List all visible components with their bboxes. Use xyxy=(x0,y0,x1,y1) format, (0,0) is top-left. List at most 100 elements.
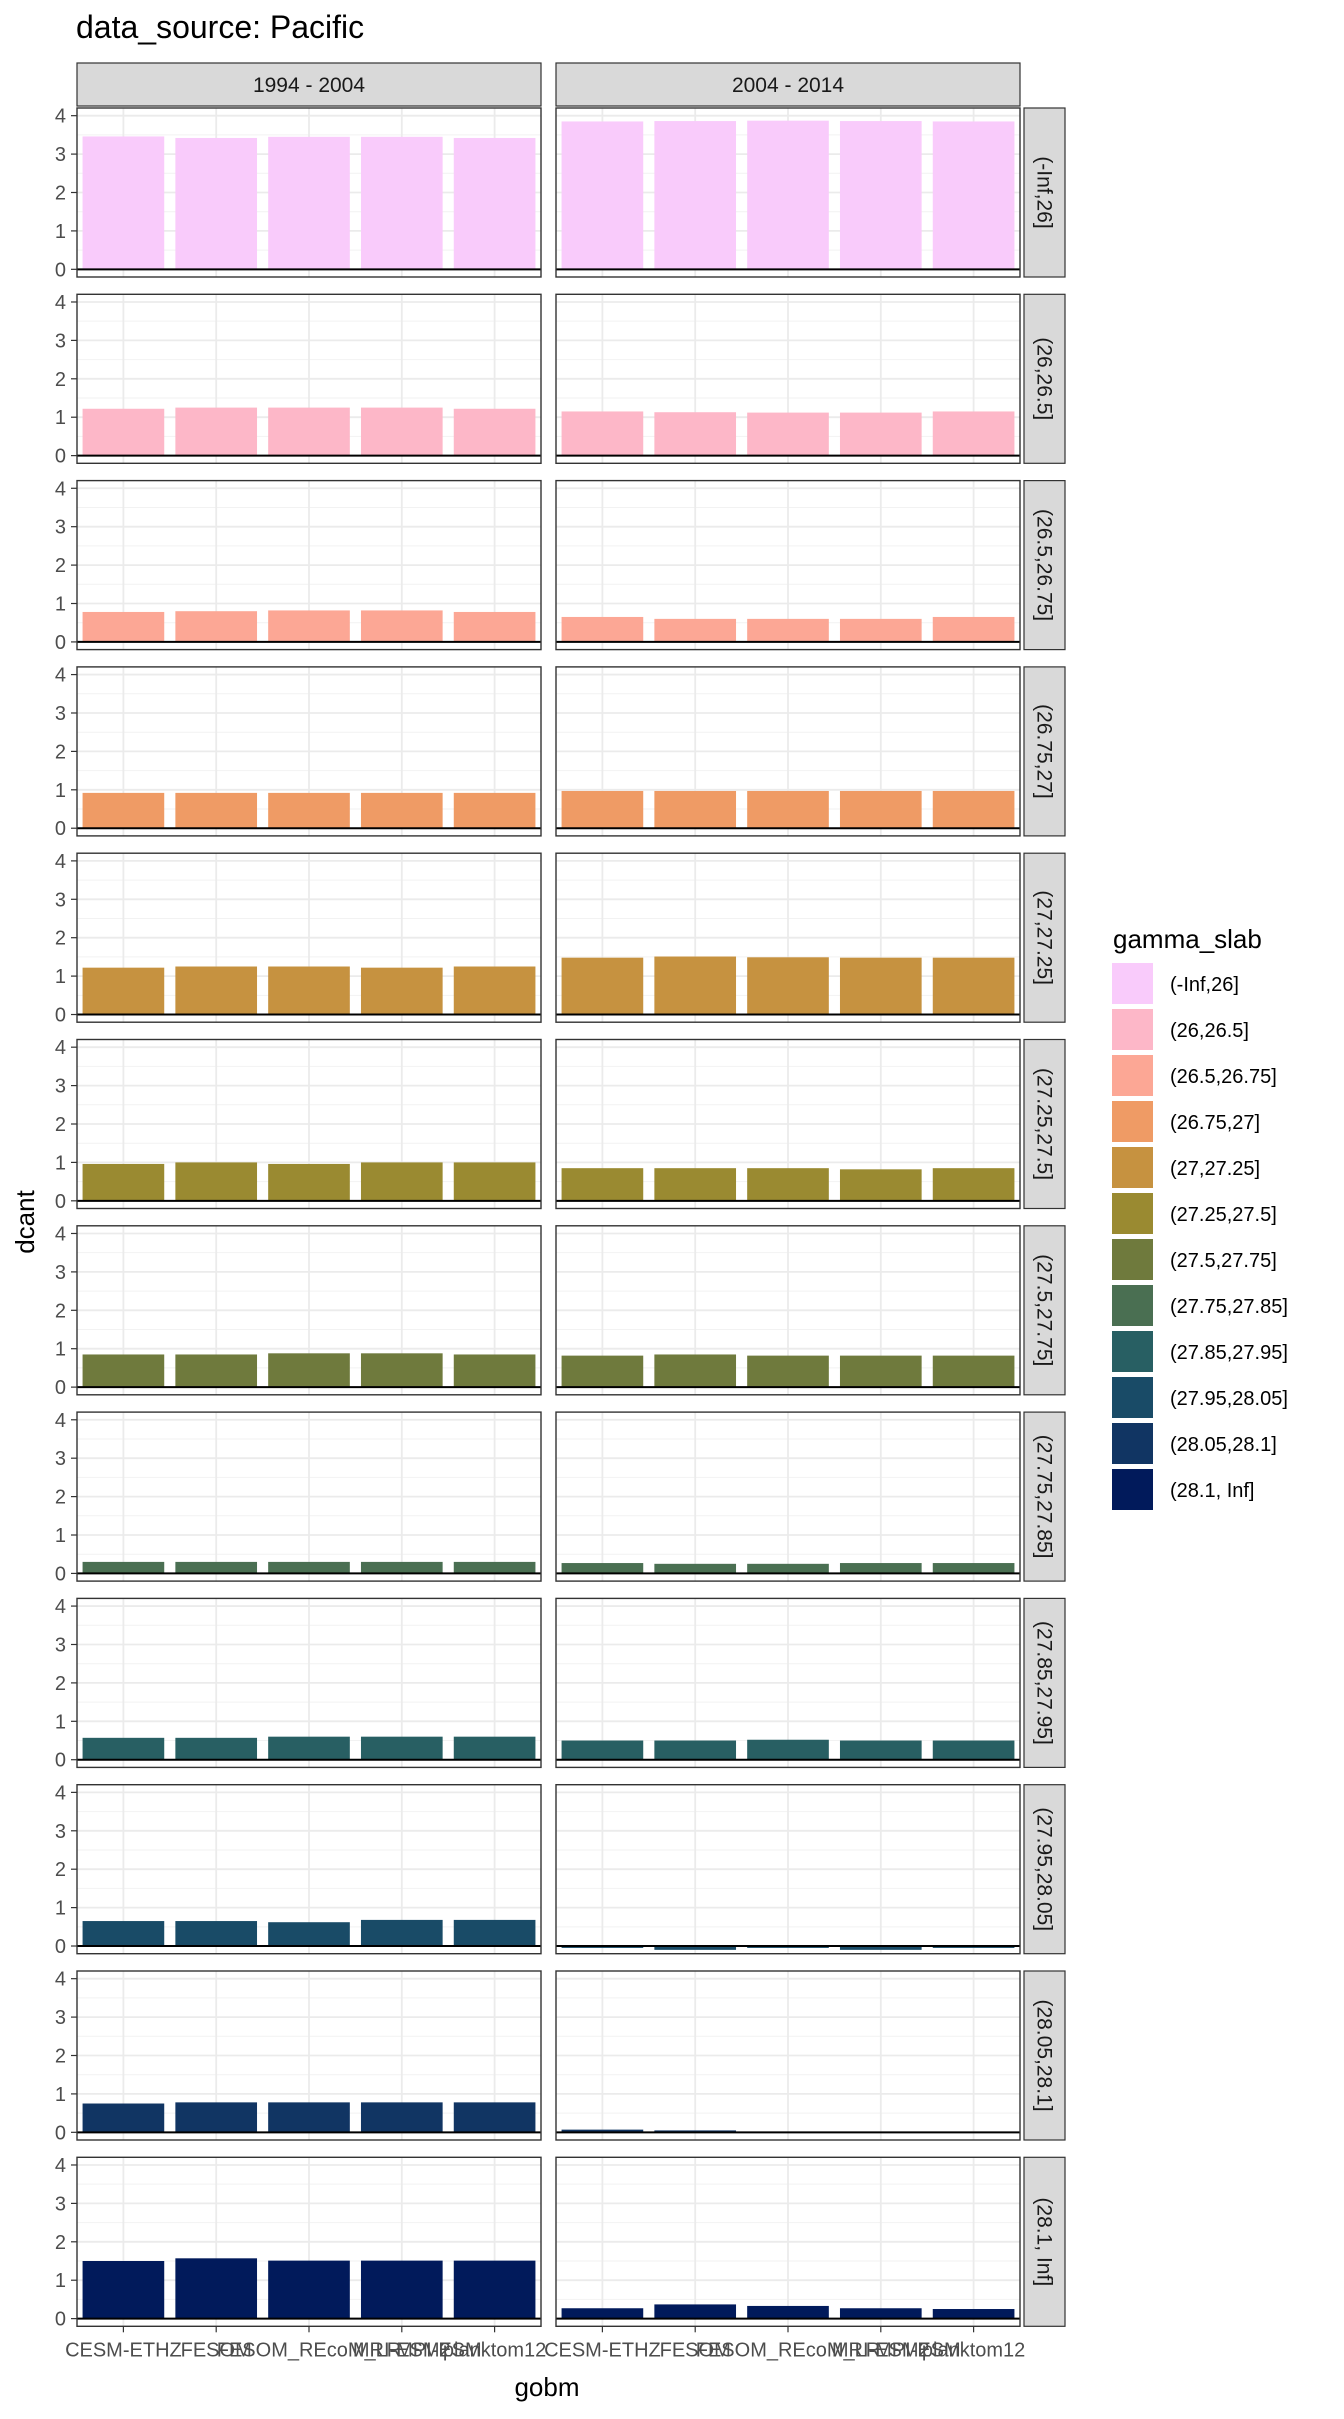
y-tick-label: 1 xyxy=(55,594,66,616)
bar xyxy=(453,1162,536,1201)
bar xyxy=(839,1355,922,1388)
panel-border xyxy=(76,1411,542,1582)
bar xyxy=(360,610,443,642)
bar xyxy=(268,1353,350,1388)
bar xyxy=(82,136,165,270)
y-tick-label: 1 xyxy=(55,221,66,243)
panel-border xyxy=(555,1038,1021,1210)
legend-swatch xyxy=(1112,1377,1153,1418)
bar xyxy=(175,137,258,270)
bar xyxy=(175,2258,258,2319)
panel-border xyxy=(555,1225,1021,1396)
panel-border xyxy=(76,1783,542,1955)
y-tick-label: 3 xyxy=(55,1448,66,1470)
legend-label: (26.75,27] xyxy=(1170,1112,1260,1134)
legend-label: (28.05,28.1] xyxy=(1170,1434,1277,1456)
y-tick-label: 1 xyxy=(55,1152,66,1174)
bar xyxy=(175,2102,258,2133)
bar xyxy=(453,2260,536,2319)
y-tick-label: 0 xyxy=(55,1191,66,1213)
row-strip xyxy=(1023,852,1066,1023)
legend-label: (27.85,27.95] xyxy=(1170,1342,1288,1364)
column-strip xyxy=(76,62,542,107)
y-tick-label: 0 xyxy=(55,2122,66,2144)
legend-swatch xyxy=(1112,1469,1153,1510)
y-axis-title: dcant xyxy=(10,1189,40,1253)
y-tick-label: 4 xyxy=(55,1969,66,1991)
row-strip-label: (-Inf,26] xyxy=(1033,156,1056,228)
bar xyxy=(932,1740,1015,1760)
y-tick-label: 2 xyxy=(55,2046,66,2068)
bar xyxy=(747,618,829,642)
panel-border xyxy=(555,1783,1021,1955)
y-tick-label: 2 xyxy=(55,1114,66,1136)
bar xyxy=(839,1740,922,1760)
bar xyxy=(360,136,443,270)
bar xyxy=(360,1561,443,1574)
bar xyxy=(268,792,350,829)
panel-border xyxy=(555,1411,1021,1582)
legend-swatch xyxy=(1112,1009,1153,1050)
bar xyxy=(82,408,165,456)
bar xyxy=(747,1739,829,1760)
row-strip-label: (28.1, Inf] xyxy=(1033,2197,1056,2286)
y-tick-label: 3 xyxy=(55,889,66,911)
bar xyxy=(453,1736,536,1760)
panel-border xyxy=(555,479,1021,651)
bar xyxy=(932,790,1015,829)
bar xyxy=(561,2129,644,2133)
bar xyxy=(82,2261,165,2319)
y-tick-label: 3 xyxy=(55,144,66,166)
row-strip-label: (27.5,27.75] xyxy=(1033,1254,1056,1366)
row-strip xyxy=(1023,666,1066,837)
bar xyxy=(175,407,258,456)
y-tick-label: 1 xyxy=(55,407,66,429)
bar xyxy=(175,1561,258,1574)
bar xyxy=(561,1740,644,1760)
bar xyxy=(654,1946,737,1950)
bar xyxy=(747,120,829,270)
y-tick-label: 1 xyxy=(55,780,66,802)
row-strip xyxy=(1023,1411,1066,1582)
y-tick-label: 4 xyxy=(55,1223,66,1245)
row-strip-label: (27.85,27.95] xyxy=(1033,1621,1056,1745)
panel-border xyxy=(555,107,1021,278)
bar xyxy=(175,1162,258,1201)
bar xyxy=(82,1561,165,1574)
panel-border xyxy=(76,293,542,464)
row-strip-label: (27,27.25] xyxy=(1033,890,1056,985)
bar xyxy=(453,792,536,829)
y-tick-label: 2 xyxy=(55,2232,66,2254)
y-tick-label: 3 xyxy=(55,2007,66,2029)
y-tick-label: 4 xyxy=(55,1596,66,1618)
y-tick-label: 0 xyxy=(55,1563,66,1585)
y-tick-label: 0 xyxy=(55,446,66,468)
row-strip xyxy=(1023,1225,1066,1396)
bar xyxy=(932,2309,1015,2319)
bar xyxy=(175,1737,258,1760)
x-tick-label: MRI-ESM2 xyxy=(353,2339,451,2361)
bar xyxy=(360,1353,443,1388)
bar xyxy=(453,408,536,456)
legend-label: (28.1, Inf] xyxy=(1170,1480,1255,1502)
bar xyxy=(453,1354,536,1388)
x-tick-label: FESOM_REcoM_LR xyxy=(696,2339,881,2361)
y-tick-label: 1 xyxy=(55,2084,66,2106)
panel-border xyxy=(76,1038,542,1210)
y-tick-label: 1 xyxy=(55,1711,66,1733)
column-strip xyxy=(555,62,1021,107)
bar xyxy=(453,137,536,270)
bar xyxy=(268,610,350,642)
bar xyxy=(747,790,829,829)
bar xyxy=(453,1919,536,1947)
y-tick-label: 2 xyxy=(55,183,66,205)
bar xyxy=(654,1354,737,1388)
y-tick-label: 0 xyxy=(55,1750,66,1772)
y-tick-label: 3 xyxy=(55,1076,66,1098)
legend-swatch xyxy=(1112,1101,1153,1142)
y-tick-label: 2 xyxy=(55,1300,66,1322)
column-strip-label: 1994 - 2004 xyxy=(253,74,365,97)
legend-label: (27.95,28.05] xyxy=(1170,1388,1288,1410)
x-axis-title: gobm xyxy=(514,2372,579,2402)
bar xyxy=(82,967,165,1015)
